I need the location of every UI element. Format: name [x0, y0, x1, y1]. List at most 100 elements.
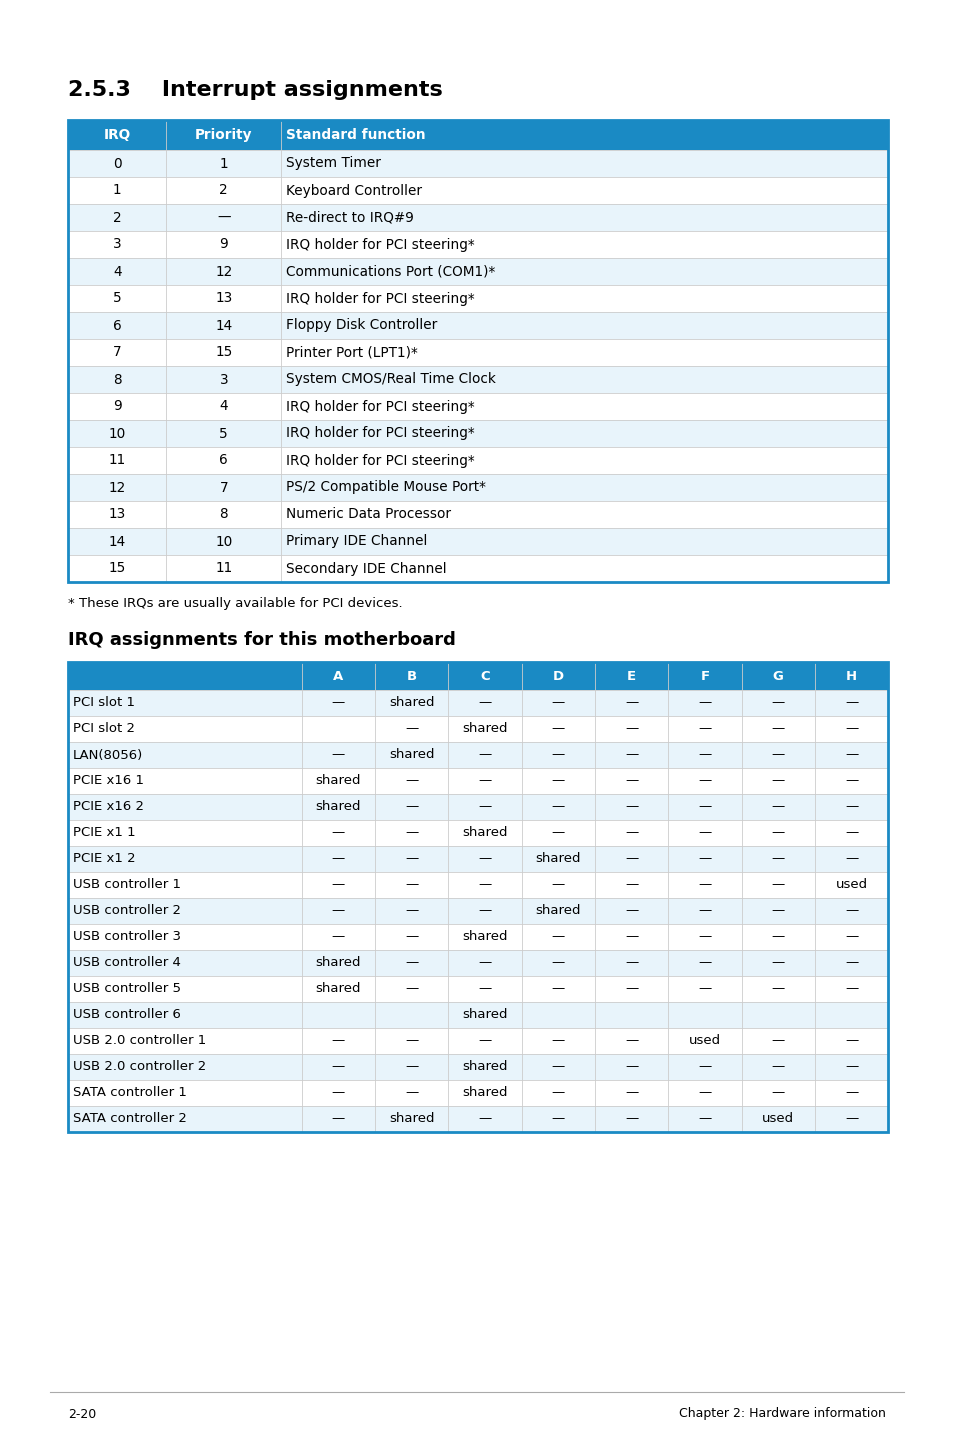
- Text: 7: 7: [219, 480, 228, 495]
- Bar: [68, 119, 887, 582]
- Text: —: —: [477, 749, 491, 762]
- Bar: [68, 661, 887, 1132]
- Bar: [740, 690, 814, 716]
- Text: shared: shared: [462, 827, 507, 840]
- Text: 2.5.3    Interrupt assignments: 2.5.3 Interrupt assignments: [68, 81, 442, 101]
- Bar: [667, 742, 740, 768]
- Bar: [448, 1002, 521, 1028]
- Bar: [166, 367, 281, 393]
- Text: 13: 13: [109, 508, 126, 522]
- Text: A: A: [333, 670, 343, 683]
- Bar: [814, 768, 887, 794]
- Bar: [595, 661, 667, 690]
- Bar: [740, 846, 814, 871]
- Bar: [281, 257, 887, 285]
- Bar: [281, 339, 887, 367]
- Bar: [448, 846, 521, 871]
- Bar: [301, 925, 375, 951]
- Text: —: —: [405, 722, 417, 735]
- Bar: [166, 150, 281, 177]
- Text: used: used: [761, 1113, 794, 1126]
- Text: —: —: [551, 696, 564, 709]
- Text: shared: shared: [389, 1113, 434, 1126]
- Text: —: —: [551, 956, 564, 969]
- Bar: [740, 1002, 814, 1028]
- Bar: [448, 871, 521, 897]
- Text: —: —: [844, 930, 858, 943]
- Bar: [814, 661, 887, 690]
- Bar: [595, 1080, 667, 1106]
- Text: —: —: [844, 982, 858, 995]
- Text: 11: 11: [215, 561, 233, 575]
- Text: Printer Port (LPT1)*: Printer Port (LPT1)*: [286, 345, 417, 360]
- Bar: [448, 661, 521, 690]
- Bar: [740, 768, 814, 794]
- Bar: [595, 820, 667, 846]
- Bar: [740, 661, 814, 690]
- Text: —: —: [477, 905, 491, 917]
- Text: —: —: [551, 1113, 564, 1126]
- Bar: [68, 768, 301, 794]
- Text: —: —: [405, 1034, 417, 1047]
- Bar: [521, 768, 595, 794]
- Bar: [448, 716, 521, 742]
- Text: —: —: [771, 801, 784, 814]
- Text: —: —: [624, 956, 638, 969]
- Text: —: —: [405, 1087, 417, 1100]
- Text: —: —: [624, 1087, 638, 1100]
- Bar: [595, 716, 667, 742]
- Text: —: —: [405, 1060, 417, 1074]
- Text: —: —: [844, 1087, 858, 1100]
- Text: —: —: [624, 827, 638, 840]
- Bar: [740, 820, 814, 846]
- Bar: [68, 500, 166, 528]
- Bar: [68, 204, 166, 232]
- Text: —: —: [698, 982, 711, 995]
- Bar: [166, 555, 281, 582]
- Bar: [375, 951, 448, 976]
- Bar: [595, 951, 667, 976]
- Text: C: C: [479, 670, 489, 683]
- Text: 15: 15: [109, 561, 126, 575]
- Text: —: —: [624, 1113, 638, 1126]
- Text: 1: 1: [112, 184, 121, 197]
- Text: USB 2.0 controller 1: USB 2.0 controller 1: [73, 1034, 206, 1047]
- Text: —: —: [698, 853, 711, 866]
- Bar: [68, 1054, 301, 1080]
- Text: 5: 5: [112, 292, 121, 305]
- Bar: [281, 447, 887, 475]
- Text: —: —: [844, 1113, 858, 1126]
- Bar: [521, 976, 595, 1002]
- Text: —: —: [698, 956, 711, 969]
- Bar: [814, 794, 887, 820]
- Bar: [814, 716, 887, 742]
- Text: —: —: [217, 210, 231, 224]
- Text: —: —: [698, 905, 711, 917]
- Text: 2-20: 2-20: [68, 1408, 96, 1421]
- Bar: [68, 897, 301, 925]
- Bar: [68, 1002, 301, 1028]
- Bar: [375, 768, 448, 794]
- Text: —: —: [624, 696, 638, 709]
- Text: 2: 2: [219, 184, 228, 197]
- Text: 14: 14: [109, 535, 126, 548]
- Bar: [375, 976, 448, 1002]
- Bar: [814, 820, 887, 846]
- Text: * These IRQs are usually available for PCI devices.: * These IRQs are usually available for P…: [68, 598, 402, 611]
- Bar: [448, 951, 521, 976]
- Bar: [521, 820, 595, 846]
- Bar: [448, 768, 521, 794]
- Bar: [375, 794, 448, 820]
- Text: SATA controller 2: SATA controller 2: [73, 1113, 187, 1126]
- Text: 15: 15: [214, 345, 233, 360]
- Bar: [301, 871, 375, 897]
- Text: —: —: [332, 696, 345, 709]
- Text: —: —: [698, 930, 711, 943]
- Bar: [375, 1054, 448, 1080]
- Bar: [166, 204, 281, 232]
- Text: 0: 0: [112, 157, 121, 171]
- Text: Primary IDE Channel: Primary IDE Channel: [286, 535, 427, 548]
- Text: shared: shared: [315, 801, 361, 814]
- Bar: [814, 1054, 887, 1080]
- Bar: [740, 1080, 814, 1106]
